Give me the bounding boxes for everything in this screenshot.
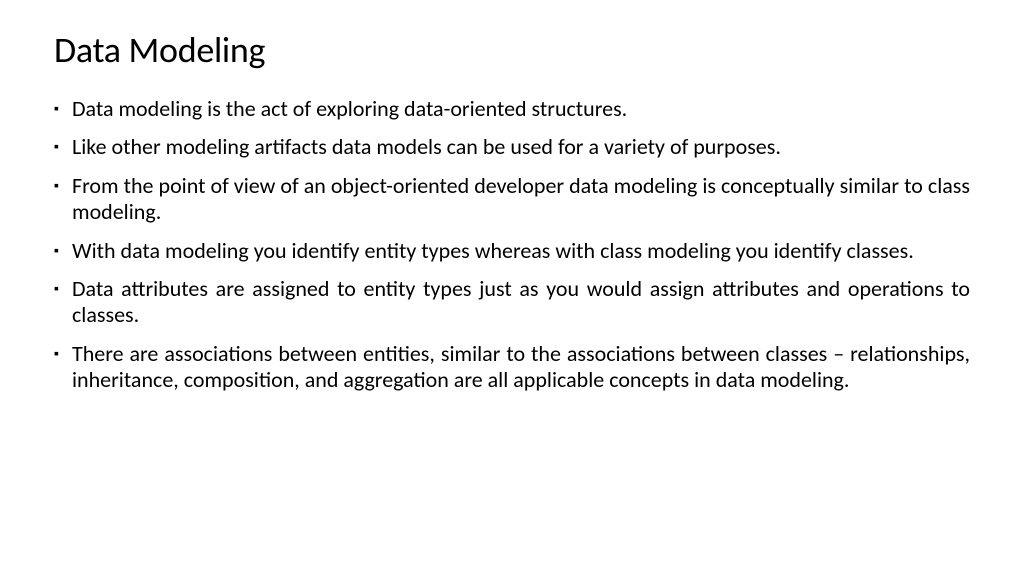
- list-item: There are associations between entities,…: [54, 341, 970, 394]
- bullet-list: Data modeling is the act of exploring da…: [54, 96, 970, 394]
- list-item: Data attributes are assigned to entity t…: [54, 276, 970, 329]
- list-item: Like other modeling artifacts data model…: [54, 134, 970, 160]
- list-item: Data modeling is the act of exploring da…: [54, 96, 970, 122]
- slide-title: Data Modeling: [54, 28, 970, 72]
- list-item: With data modeling you identify entity t…: [54, 238, 970, 264]
- list-item: From the point of view of an object-orie…: [54, 173, 970, 226]
